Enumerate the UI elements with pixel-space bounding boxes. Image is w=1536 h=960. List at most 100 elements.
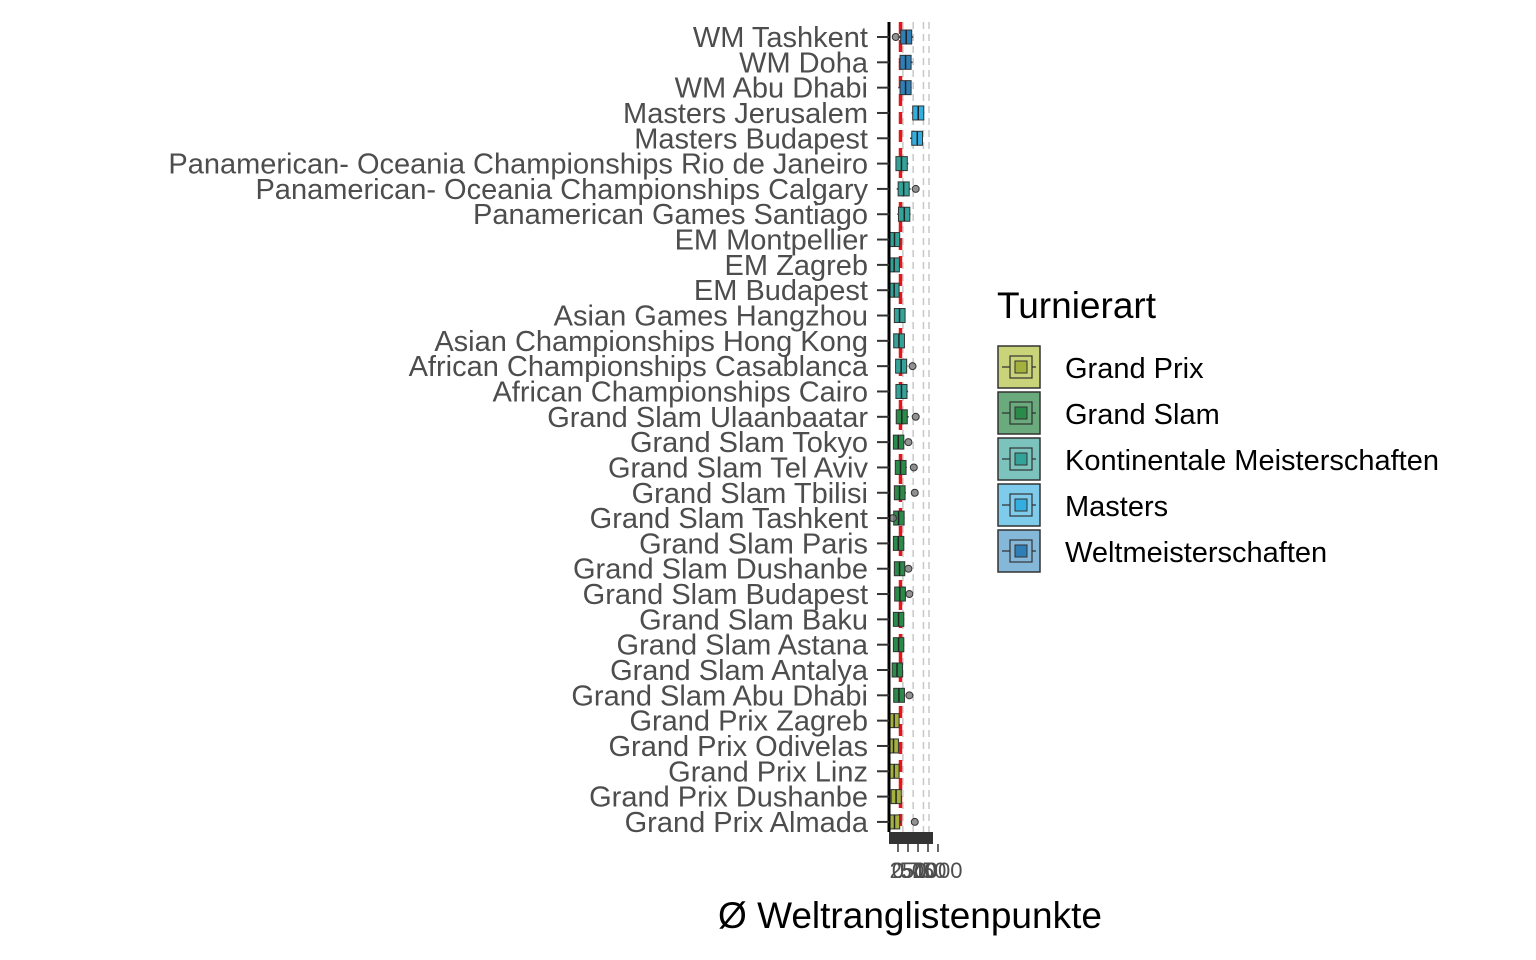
- box-18: [893, 485, 919, 501]
- box-12: [893, 333, 905, 349]
- box-22: [894, 586, 914, 602]
- y-tick-label: Grand Prix Zagreb: [629, 706, 868, 738]
- box-28: [888, 738, 899, 754]
- y-tick-label: Masters Budapest: [634, 123, 868, 155]
- y-tick-label: Grand Slam Ulaanbaatar: [547, 402, 868, 434]
- outlier-point: [910, 488, 919, 497]
- legend-title: Turnierart: [997, 285, 1157, 326]
- box-30: [890, 789, 902, 805]
- box-21: [893, 561, 913, 577]
- x-axis-title: Ø Weltranglistenpunkte: [718, 895, 1102, 936]
- box-13: [895, 358, 917, 374]
- y-tick-label: Grand Slam Paris: [639, 528, 868, 560]
- box-25: [891, 662, 904, 678]
- y-tick-label: Panamerican Games Santiago: [473, 199, 868, 231]
- box-14: [895, 383, 909, 399]
- x-tick-label: 500: [900, 858, 937, 883]
- legend-label: Weltmeisterschaften: [1065, 537, 1327, 569]
- outlier-point: [905, 691, 914, 700]
- box-24: [892, 637, 905, 653]
- box-29: [889, 763, 900, 779]
- outlier-point: [909, 463, 918, 472]
- y-tick-label: EM Zagreb: [725, 250, 868, 282]
- box-31: [889, 814, 919, 830]
- legend-item: Grand Slam: [997, 391, 1220, 435]
- y-tick-label: Grand Prix Odivelas: [609, 731, 869, 763]
- y-tick-label: Grand Slam Budapest: [583, 579, 868, 611]
- legend-label: Grand Slam: [1065, 399, 1220, 431]
- y-tick-label: Grand Slam Tel Aviv: [608, 452, 869, 484]
- box-11: [893, 308, 906, 324]
- legend-label: Masters: [1065, 491, 1168, 523]
- box-3: [911, 105, 925, 121]
- y-tick-label: WM Doha: [739, 47, 869, 79]
- legend: Turnierart Grand Prix Grand Slam Kontinent…: [997, 285, 1439, 573]
- box-1: [898, 54, 913, 70]
- outlier-point: [908, 362, 917, 371]
- box-26: [893, 687, 914, 703]
- x-tick-label: 250: [890, 858, 927, 883]
- axes: [877, 22, 933, 844]
- box-16: [892, 434, 913, 450]
- legend-key-inner: [1014, 406, 1028, 420]
- x-tick-label: 0: [892, 858, 904, 883]
- box-6: [896, 181, 920, 197]
- box-7: [897, 206, 911, 222]
- legend-key-inner: [1014, 360, 1028, 374]
- y-tick-label: WM Abu Dhabi: [675, 73, 868, 105]
- x-axis-bar: [889, 832, 933, 844]
- legend-label: Grand Prix: [1065, 353, 1204, 385]
- box-17: [894, 459, 918, 475]
- outlier-point: [911, 184, 920, 193]
- y-tick-label: Asian Championships Hong Kong: [434, 326, 868, 358]
- x-tick-label: 1000: [914, 858, 963, 883]
- box-5: [895, 156, 909, 172]
- legend-item: Weltmeisterschaften: [997, 529, 1327, 573]
- box-20: [892, 535, 905, 551]
- legend-item: Masters: [997, 483, 1168, 527]
- y-tick-label: Masters Jerusalem: [623, 98, 868, 130]
- legend-item: Grand Prix: [997, 345, 1204, 389]
- y-tick-label: Grand Slam Dushanbe: [573, 554, 868, 586]
- outlier-point: [911, 412, 920, 421]
- y-tick-label: Grand Slam Tokyo: [630, 427, 868, 459]
- y-tick-label: Grand Slam Tbilisi: [632, 478, 868, 510]
- box-0: [891, 29, 914, 45]
- y-tick-label: EM Montpellier: [675, 225, 869, 257]
- outlier-point: [904, 564, 913, 573]
- legend-key-inner: [1014, 544, 1028, 558]
- legend-items: Grand Prix Grand Slam Kontinentale Meister…: [997, 345, 1439, 573]
- box-8: [889, 232, 901, 248]
- legend-label: Kontinentale Meisterschaften: [1065, 445, 1439, 477]
- y-tick-label: Grand Slam Tashkent: [590, 503, 868, 535]
- y-tick-label: WM Tashkent: [693, 22, 868, 54]
- y-tick-label: Grand Slam Antalya: [610, 655, 869, 687]
- y-tick-label: Grand Slam Baku: [639, 604, 868, 636]
- y-tick-label: Grand Prix Dushanbe: [589, 782, 868, 814]
- y-tick-label: Grand Prix Linz: [668, 756, 868, 788]
- box-9: [889, 257, 900, 273]
- y-tick-label: Panamerican- Oceania Championships Rio d…: [168, 149, 868, 181]
- boxes: [888, 29, 925, 830]
- y-tick-label: African Championships Casablanca: [409, 351, 869, 383]
- y-tick-label: EM Budapest: [694, 275, 868, 307]
- y-tick-label: Grand Slam Astana: [617, 630, 869, 662]
- box-15: [895, 409, 920, 425]
- box-10: [889, 282, 900, 298]
- legend-item: Kontinentale Meisterschaften: [997, 437, 1439, 481]
- y-tick-label: Grand Prix Almada: [625, 807, 869, 839]
- y-tick-label: Grand Slam Abu Dhabi: [571, 680, 868, 712]
- x-tick-label: 750: [910, 858, 947, 883]
- legend-key-inner: [1014, 498, 1028, 512]
- y-tick-label: African Championships Cairo: [492, 376, 868, 408]
- box-4: [910, 130, 923, 146]
- outlier-point: [910, 817, 919, 826]
- y-tick-label: Panamerican- Oceania Championships Calga…: [255, 174, 868, 206]
- outlier-point: [904, 438, 913, 447]
- box-27: [889, 713, 900, 729]
- box-23: [892, 611, 905, 627]
- outlier-point: [905, 590, 914, 599]
- box-19: [888, 510, 905, 526]
